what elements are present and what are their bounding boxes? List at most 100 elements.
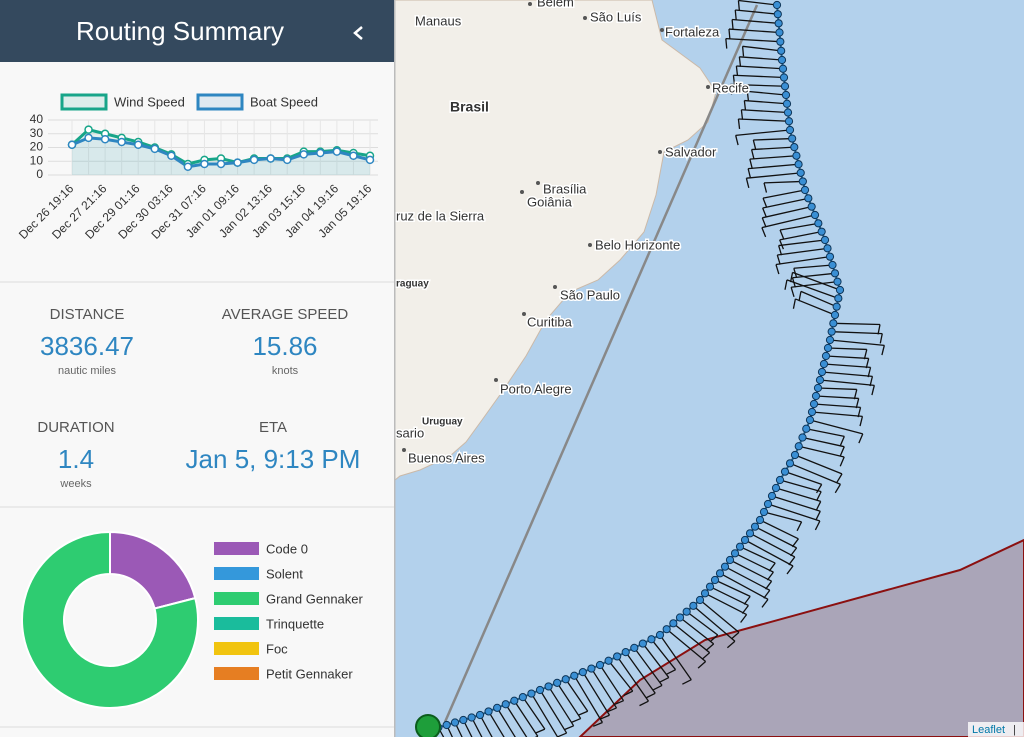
wind-barb	[749, 155, 797, 160]
y-tick-label: 0	[36, 167, 43, 181]
city-dot	[522, 312, 526, 316]
route-point	[830, 310, 840, 320]
wind-barb-tick	[571, 717, 581, 723]
route-point	[705, 582, 715, 591]
data-point	[299, 150, 309, 159]
wind-barb	[751, 146, 795, 151]
wind-barb-tick	[814, 520, 821, 531]
wind-barb-tick	[863, 349, 868, 360]
map-label: Brasília	[543, 181, 587, 196]
route-point	[518, 693, 527, 702]
map-label: raguay	[396, 279, 429, 290]
wind-barb	[742, 45, 782, 52]
wind-barb	[709, 586, 749, 607]
route-point	[675, 613, 685, 622]
wind-barb	[590, 668, 618, 709]
route-point	[805, 415, 815, 425]
route-point	[771, 483, 781, 493]
wind-barb	[633, 647, 663, 686]
route-point	[578, 668, 587, 677]
route-point	[813, 383, 823, 393]
wind-barb-tick	[775, 264, 780, 275]
wind-barb	[738, 0, 778, 6]
route-point	[510, 696, 519, 705]
wind-barb	[762, 197, 809, 209]
wind-barb	[786, 279, 839, 299]
route-point	[700, 589, 710, 598]
wind-barb	[761, 214, 816, 229]
attribution[interactable]: Leaflet	[972, 724, 1005, 736]
wind-barb-tick	[697, 661, 707, 669]
collapse-button[interactable]	[353, 26, 363, 40]
wind-barb-tick	[839, 456, 845, 467]
wind-barb	[825, 355, 869, 360]
wind-barb	[831, 331, 883, 335]
route-point	[819, 359, 829, 369]
wind-barb	[792, 272, 836, 279]
wind-barb	[767, 503, 821, 522]
wind-barb	[827, 347, 867, 351]
map[interactable]: Manaus Belém São Luís Fortaleza Recife Brasil…	[394, 0, 1024, 742]
wind-barb	[798, 445, 845, 458]
legend-label: Wind Speed	[114, 94, 185, 109]
wind-barb-tick	[705, 643, 715, 651]
route-point	[604, 656, 613, 665]
start-marker[interactable]	[415, 714, 441, 740]
data-point	[233, 158, 242, 167]
route-point	[561, 675, 570, 684]
wind-barb-tick	[659, 676, 670, 683]
route-point	[781, 90, 791, 100]
wind-barb-tick	[791, 538, 799, 548]
wind-barb	[744, 539, 794, 567]
map-label: Manaus	[415, 13, 462, 28]
wind-barb	[779, 231, 822, 241]
route	[429, 0, 885, 742]
wind-barb-tick	[761, 227, 767, 238]
route-point	[570, 671, 579, 680]
route-point	[759, 507, 769, 517]
wind-barb	[471, 717, 486, 742]
wind-barb-tick	[871, 385, 875, 396]
wind-barb-tick	[752, 139, 757, 150]
wind-barb	[650, 638, 677, 671]
wind-barb	[749, 532, 796, 558]
route-point	[778, 64, 788, 73]
route-point	[730, 549, 740, 558]
wind-barb-tick	[778, 245, 783, 256]
legend-label: Grand Gennaker	[266, 591, 364, 606]
route-point	[800, 185, 810, 195]
wind-barb-tick	[623, 690, 634, 697]
route-point	[647, 635, 656, 644]
route-point	[767, 491, 777, 501]
wind-barb	[763, 511, 802, 523]
route-point	[835, 285, 845, 295]
wind-barb	[809, 419, 863, 435]
route-point	[825, 252, 835, 261]
route-point	[630, 643, 639, 652]
route-point	[825, 335, 835, 345]
route-point	[493, 703, 502, 712]
wind-barb-tick	[730, 631, 740, 640]
wind-barb	[725, 37, 781, 43]
wind-barb	[625, 651, 656, 694]
wind-barb	[666, 628, 707, 663]
wind-barb-tick	[639, 700, 649, 707]
route-point	[621, 648, 630, 657]
wind-barb-tick	[762, 197, 768, 208]
route-point	[798, 433, 807, 442]
wind-barb-tick	[839, 446, 845, 457]
route-point	[820, 235, 830, 245]
wind-barb	[794, 454, 843, 475]
route-point	[695, 595, 705, 605]
route-point	[780, 82, 790, 91]
wind-barb	[530, 693, 561, 741]
wind-barb-tick	[815, 510, 821, 521]
wind-barb-tick	[877, 324, 881, 335]
series-area	[72, 129, 370, 175]
wind-barb	[829, 339, 885, 346]
route-point	[775, 475, 785, 485]
stat-value: 3836.47	[40, 331, 134, 361]
route-point	[710, 575, 720, 585]
data-point	[167, 151, 176, 160]
